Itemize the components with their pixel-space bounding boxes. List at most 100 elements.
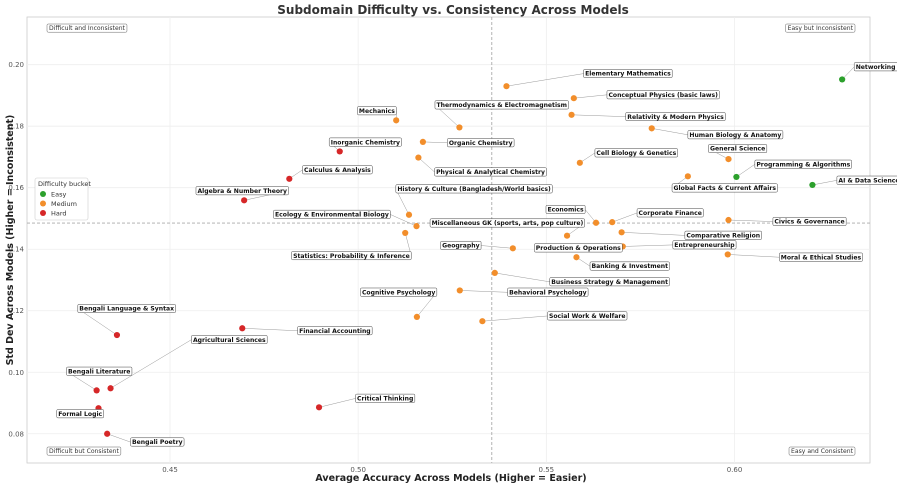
quadrant-label-text: Easy but Inconsistent (788, 25, 854, 32)
point-global-facts-current-affairs (684, 173, 691, 180)
x-tick-label: 0.45 (162, 466, 178, 474)
label-networking-security: Networking & Security (853, 62, 897, 72)
label-box (328, 137, 402, 147)
leader-line (727, 254, 780, 258)
label-physical-analytical-chemistry: Physical & Analytical Chemistry (434, 167, 547, 177)
quadrant-top-left: Difficult and Inconsistent (46, 23, 128, 33)
point-label: Behavioral Psychology (509, 289, 587, 296)
point-behavioral-psychology (456, 287, 463, 294)
label-box (507, 287, 589, 297)
label-box (708, 144, 768, 153)
label-relativity-modern-physics: Relativity & Modern Physics (625, 112, 726, 122)
point-programming-algorithms (733, 173, 740, 181)
point-moral-ethical-studies (724, 251, 731, 258)
y-tick-label: 0.20 (8, 61, 24, 69)
point-label: Economics (547, 207, 584, 214)
leader-line (110, 339, 192, 389)
label-box (534, 243, 623, 253)
leader-line (622, 244, 673, 247)
leader-line (494, 272, 550, 283)
label-box (853, 62, 897, 72)
point-civics-governance (725, 216, 732, 224)
point-comparative-religion (618, 229, 625, 236)
point-label: Comparative Religion (686, 232, 760, 239)
point-ai-data-science-basics (809, 181, 816, 189)
point-label: Calculus & Analysis (304, 167, 371, 174)
leader-line (621, 232, 685, 236)
point-geography (509, 245, 516, 252)
point-label: Programming & Algorithms (756, 161, 850, 168)
point-algebra-number-theory (241, 197, 248, 204)
point-general-science (725, 156, 732, 163)
label-box (684, 230, 762, 240)
leader-line (481, 245, 513, 249)
point-label: Elementary Mathematics (585, 71, 671, 78)
chart-title: Subdomain Difficulty vs. Consistency Acr… (277, 3, 628, 17)
legend-marker-hard (40, 210, 46, 216)
label-box (302, 165, 373, 175)
point-bengali-poetry (104, 430, 111, 437)
y-axis-label: Std Dev Across Models (Higher = Inconsis… (5, 115, 16, 366)
leader-line (612, 212, 638, 223)
point-human-biology-anatomy (648, 125, 655, 132)
leader-line (459, 290, 508, 293)
label-behavioral-psychology: Behavioral Psychology (507, 287, 589, 297)
leader-line (77, 308, 118, 336)
point-label: Agricultural Sciences (193, 337, 266, 344)
label-mechanics: Mechanics (357, 106, 397, 116)
plot-area (26, 16, 871, 464)
y-tick-label: 0.16 (8, 184, 24, 192)
point-networking-security (839, 76, 846, 83)
quadrant-label-text: Easy and Consistent (791, 448, 854, 455)
legend-title: Difficulty bucket (38, 180, 91, 188)
point-cell-biology-genetics (576, 159, 583, 166)
leader-line (107, 433, 131, 443)
x-tick-label: 0.60 (727, 466, 743, 474)
label-human-biology-anatomy: Human Biology & Anatomy (687, 130, 784, 140)
label-ai-data-science-basics: AI & Data Science Basics (836, 175, 897, 185)
label-social-work-welfare: Social Work & Welfare (547, 311, 628, 321)
leader-line (482, 315, 548, 322)
legend-label-medium: Medium (51, 200, 77, 208)
point-cognitive-psychology (413, 313, 420, 320)
leader-line (812, 180, 837, 186)
y-tick-label: 0.08 (8, 430, 24, 438)
point-label: History & Culture (Bangladesh/World basi… (397, 186, 551, 193)
point-label: Thermodynamics & Electromagnetism (436, 102, 567, 109)
leader-line (506, 73, 584, 87)
point-label: Corporate Finance (639, 210, 702, 217)
label-box (754, 159, 852, 169)
point-label: Algebra & Number Theory (197, 188, 287, 195)
label-inorganic-chemistry: Inorganic Chemistry (328, 137, 402, 147)
legend-label-easy: Easy (51, 190, 66, 198)
quadrant-label-box (785, 23, 856, 33)
point-label: Bengali Literature (68, 368, 130, 375)
x-tick-label: 0.50 (350, 466, 366, 474)
point-label: Miscellaneous GK (sports, arts, pop cult… (432, 220, 584, 227)
label-box (687, 130, 784, 140)
label-box (56, 409, 104, 419)
x-axis-label: Average Accuracy Across Models (Higher =… (315, 473, 586, 484)
label-box (583, 69, 673, 78)
label-bengali-poetry: Bengali Poetry (130, 437, 185, 447)
point-elementary-mathematics (503, 83, 510, 90)
label-box (625, 112, 726, 122)
y-tick-label: 0.12 (8, 307, 24, 315)
label-box (66, 366, 133, 376)
point-agricultural-sciences (107, 385, 114, 392)
label-cognitive-psychology: Cognitive Psychology (360, 287, 438, 297)
point-economics (592, 219, 600, 226)
label-business-strategy-management: Business Strategy & Management (549, 277, 670, 287)
label-entrepreneurship: Entrepreneurship (672, 240, 737, 250)
leader-line (573, 94, 607, 99)
point-social-work-welfare (479, 318, 486, 325)
point-corporate-finance (609, 219, 616, 226)
tick-labels: 0.45 0.50 0.55 0.60 0.08 0.10 0.12 0.14 0.16 0.18… (8, 61, 742, 474)
quadrant-label-box (46, 23, 128, 33)
label-box (836, 175, 897, 185)
label-global-facts-current-affairs: Global Facts & Current Affairs (671, 183, 778, 193)
label-box (357, 106, 397, 116)
legend-marker-easy (40, 191, 46, 197)
label-box (545, 204, 586, 214)
